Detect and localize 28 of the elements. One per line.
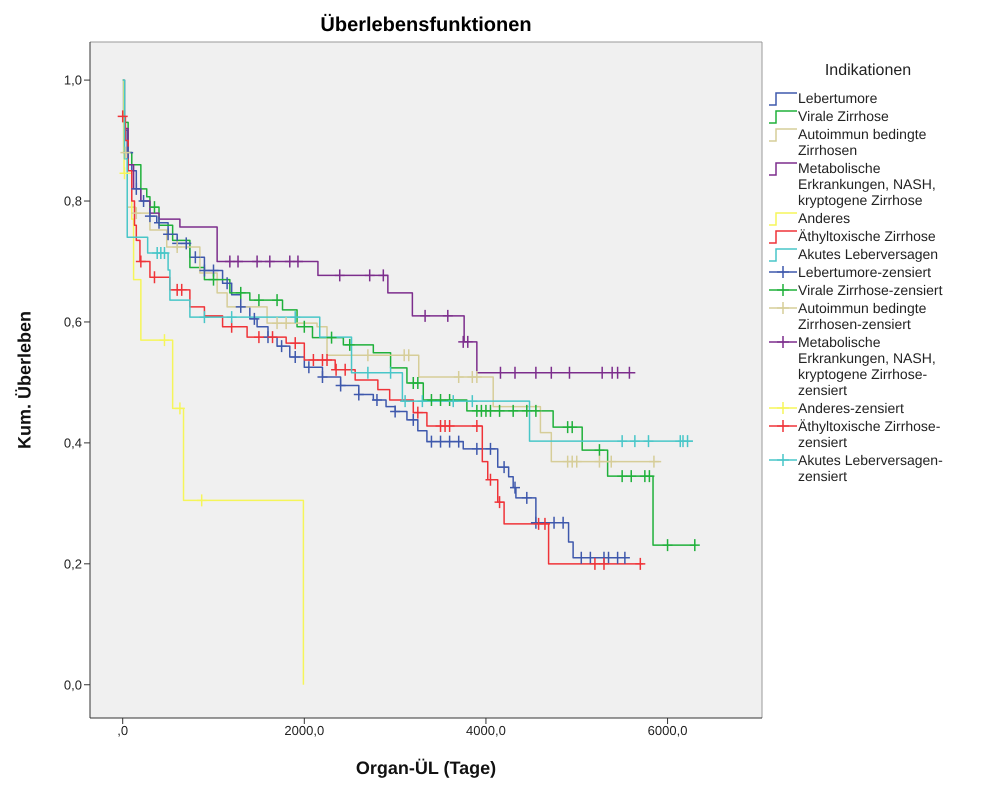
x-axis-title: Organ-ÜL (Tage) <box>356 758 496 778</box>
legend-label: Akutes Leberversagen <box>798 246 940 262</box>
x-tick-label: 4000,0 <box>466 723 506 738</box>
y-tick-label: 0,2 <box>64 556 82 572</box>
legend-label: Äthyltoxische Zirrhose <box>798 228 937 244</box>
legend-label: Autoimmun bedingte Zirrhosen <box>798 126 928 158</box>
y-tick-label: 0,4 <box>64 436 82 450</box>
legend-label: Anderes <box>798 210 852 226</box>
y-tick-label: 0,0 <box>64 677 82 692</box>
y-tick-label: 0,6 <box>64 314 82 330</box>
legend-label: Akutes Leberversagen-zensiert <box>798 452 944 484</box>
y-axis-title: Kum. Überleben <box>14 310 34 450</box>
y-tick-label: 0,8 <box>64 194 82 209</box>
legend-label: Äthyltoxische Zirrhose-zensiert <box>798 418 942 450</box>
legend-label: Virale Zirrhose <box>798 108 890 124</box>
legend-label: Lebertumore-zensiert <box>798 264 932 280</box>
x-tick-label: 6000,0 <box>648 723 688 738</box>
chart-title: Überlebensfunktionen <box>319 14 533 37</box>
legend-label: Lebertumore <box>798 90 878 106</box>
legend-label: Virale Zirrhose-zensiert <box>798 282 944 298</box>
y-tick-label: 1,0 <box>64 72 82 88</box>
legend-label: Autoimmun bedingte Zirrhosen-zensiert <box>798 300 928 332</box>
legend-label: Metabolische Erkrankungen, NASH, kryptogene Zirrhose <box>798 160 937 208</box>
x-tick-label: ,0 <box>117 723 128 738</box>
x-tick-label: 2000,0 <box>284 723 324 738</box>
legend-label: Anderes-zensiert <box>798 400 905 416</box>
legend-title: Indikationen <box>824 62 912 80</box>
legend-label: Metabolische Erkrankungen, NASH, kryptogene Zirrhose-zensiert <box>798 334 937 398</box>
